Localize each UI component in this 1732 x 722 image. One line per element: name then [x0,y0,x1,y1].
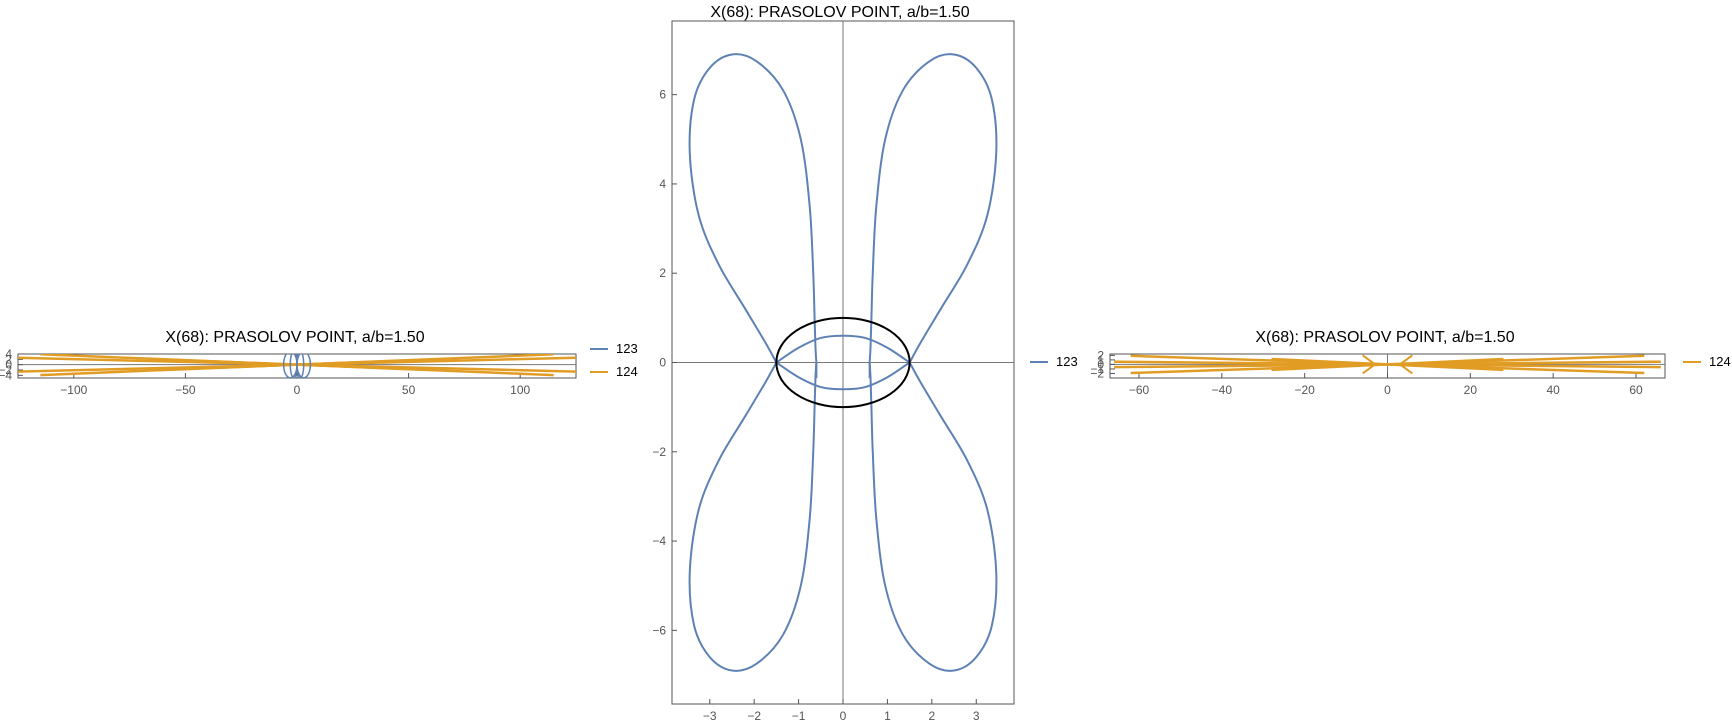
series-123-lobe [296,354,312,378]
series-124-ray [1387,363,1661,369]
right-chart-title: X(68): PRASOLOV POINT, a/b=1.50 [1255,329,1514,346]
left-legend-label-123: 123 [616,341,638,356]
left-ytick-label: 0 [5,358,12,372]
center-ytick-label: −6 [652,623,666,637]
series-124-segment [1398,354,1413,375]
right-xtick-label: −60 [1129,383,1150,397]
right-ytick-label: 2 [1097,348,1104,362]
right-xtick-label: 0 [1384,383,1391,397]
right-ytick-label: −2 [1090,366,1104,380]
left-xtick-label: 50 [402,383,416,397]
series-123-lobe [688,362,818,672]
right-legend: 124 [1683,354,1731,369]
center-xtick-label: 1 [884,709,891,722]
series-123-lobe [688,53,818,363]
series-124-ray [1387,357,1504,366]
center-xtick-label: −3 [703,709,717,722]
right-chart: X(68): PRASOLOV POINT, a/b=1.50 −60 −40 −2… [1090,329,1730,397]
series-124-segment [1362,354,1377,375]
center-chart-title: X(68): PRASOLOV POINT, a/b=1.50 [710,4,969,21]
center-xtick-label: 3 [973,709,980,722]
left-legend-label-124: 124 [616,364,638,379]
center-xtick-label: 2 [928,709,935,722]
series-124-ray [1271,363,1388,372]
right-series-layer [1114,354,1661,375]
series-124-ray [1387,363,1504,372]
center-legend: 123 [1030,354,1078,369]
right-xtick-label: −40 [1212,383,1233,397]
center-ytick-label: 4 [659,177,666,191]
left-xtick-label: −100 [60,383,87,397]
right-xtick-label: −20 [1294,383,1315,397]
series-123-inner-arc [775,334,911,364]
series-123-lobe [868,53,998,363]
right-legend-label-124: 124 [1709,354,1731,369]
left-ytick-label: −4 [0,368,12,382]
center-ytick-label: 0 [659,356,666,370]
series-124-ray [1114,363,1388,369]
reference-ellipse [775,316,911,409]
left-series-layer [18,354,576,378]
left-chart-title: X(68): PRASOLOV POINT, a/b=1.50 [165,329,424,346]
series-124-ray [296,358,436,366]
center-ytick-label: −4 [652,534,666,548]
right-xtick-label: 20 [1464,383,1478,397]
center-ytick-label: 2 [659,266,666,280]
left-ytick-label: 4 [5,347,12,361]
center-series-layer [688,53,998,672]
right-ytick-label: 0 [1097,357,1104,371]
series-124-ray [1271,357,1388,366]
center-legend-label-123: 123 [1056,354,1078,369]
left-ytick-label: 2 [5,352,12,366]
center-xtick-label: −1 [792,709,806,722]
left-ytick-label: −2 [0,363,12,377]
left-xtick-label: 0 [294,383,301,397]
left-xtick-label: 100 [510,383,530,397]
series-123-inner-arc [775,361,911,391]
series-124-ray [158,363,298,372]
series-123-lobe [868,362,998,672]
series-124-ray [296,363,436,372]
center-chart: X(68): PRASOLOV POINT, a/b=1.50 −3 −2 −1 0 1… [652,4,1077,722]
right-xtick-label: 60 [1629,383,1643,397]
center-ytick-label: −2 [652,445,666,459]
center-plot-area: −3 −2 −1 0 1 2 3 −6 −4 −2 0 2 4 6 [652,20,1015,722]
left-xtick-label: −50 [175,383,196,397]
right-xtick-label: 40 [1546,383,1560,397]
series-124-ray [158,358,298,366]
right-ytick-label: −1 [1090,362,1104,376]
center-xtick-label: 0 [840,709,847,722]
left-legend: 123 124 [590,341,638,379]
left-chart: X(68): PRASOLOV POINT, a/b=1.50 −100 −50 0… [0,329,638,397]
center-xtick-label: −2 [747,709,761,722]
center-ytick-label: 6 [659,88,666,102]
right-ytick-label: 1 [1097,353,1104,367]
